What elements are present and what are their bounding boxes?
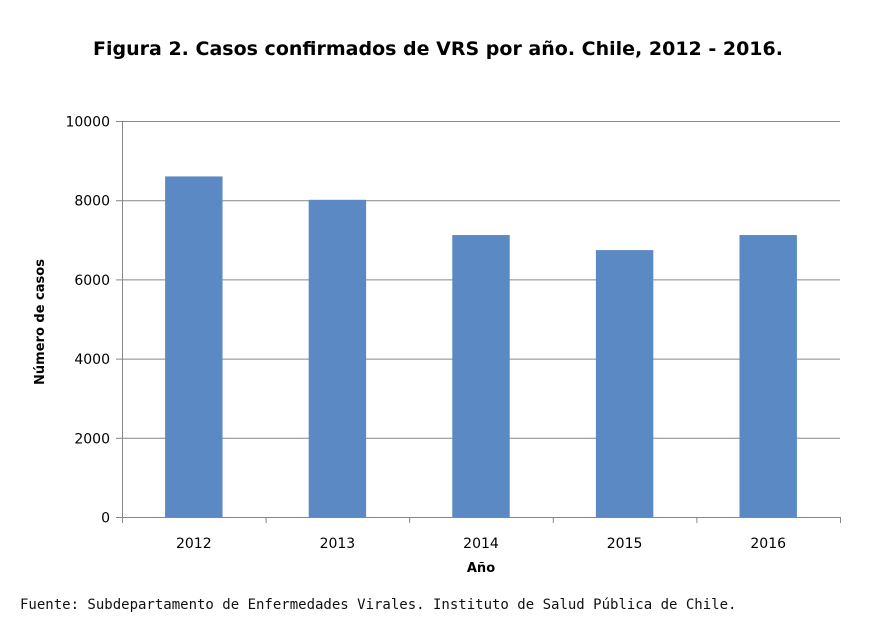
bar: [165, 176, 223, 517]
y-tick-label: 6000: [74, 273, 110, 289]
y-axis-title: Número de casos: [33, 259, 48, 385]
y-tick-label: 2000: [74, 431, 110, 447]
x-tick-label: 2013: [320, 536, 356, 552]
y-tick-label: 8000: [74, 194, 110, 210]
bar-chart: 0 2000 4000 6000 8000 10000 2012 2013 2014 2015 20…: [33, 115, 841, 576]
y-tick-label: 0: [101, 511, 110, 527]
x-tick-label: 2015: [607, 536, 643, 552]
bar: [595, 250, 654, 517]
y-tick-label: 10000: [65, 115, 110, 131]
y-tick-label: 4000: [74, 352, 110, 368]
source-note: Fuente: Subdepartamento de Enfermedades …: [20, 597, 737, 613]
bar: [452, 235, 510, 517]
x-tick-label: 2016: [750, 536, 786, 552]
bar: [739, 235, 797, 517]
bar: [308, 199, 367, 517]
x-tick-label: 2014: [463, 536, 499, 552]
x-tick-label: 2012: [176, 536, 212, 552]
chart-title: Figura 2. Casos confirmados de VRS por a…: [93, 38, 783, 60]
x-axis-title: Año: [467, 561, 495, 576]
